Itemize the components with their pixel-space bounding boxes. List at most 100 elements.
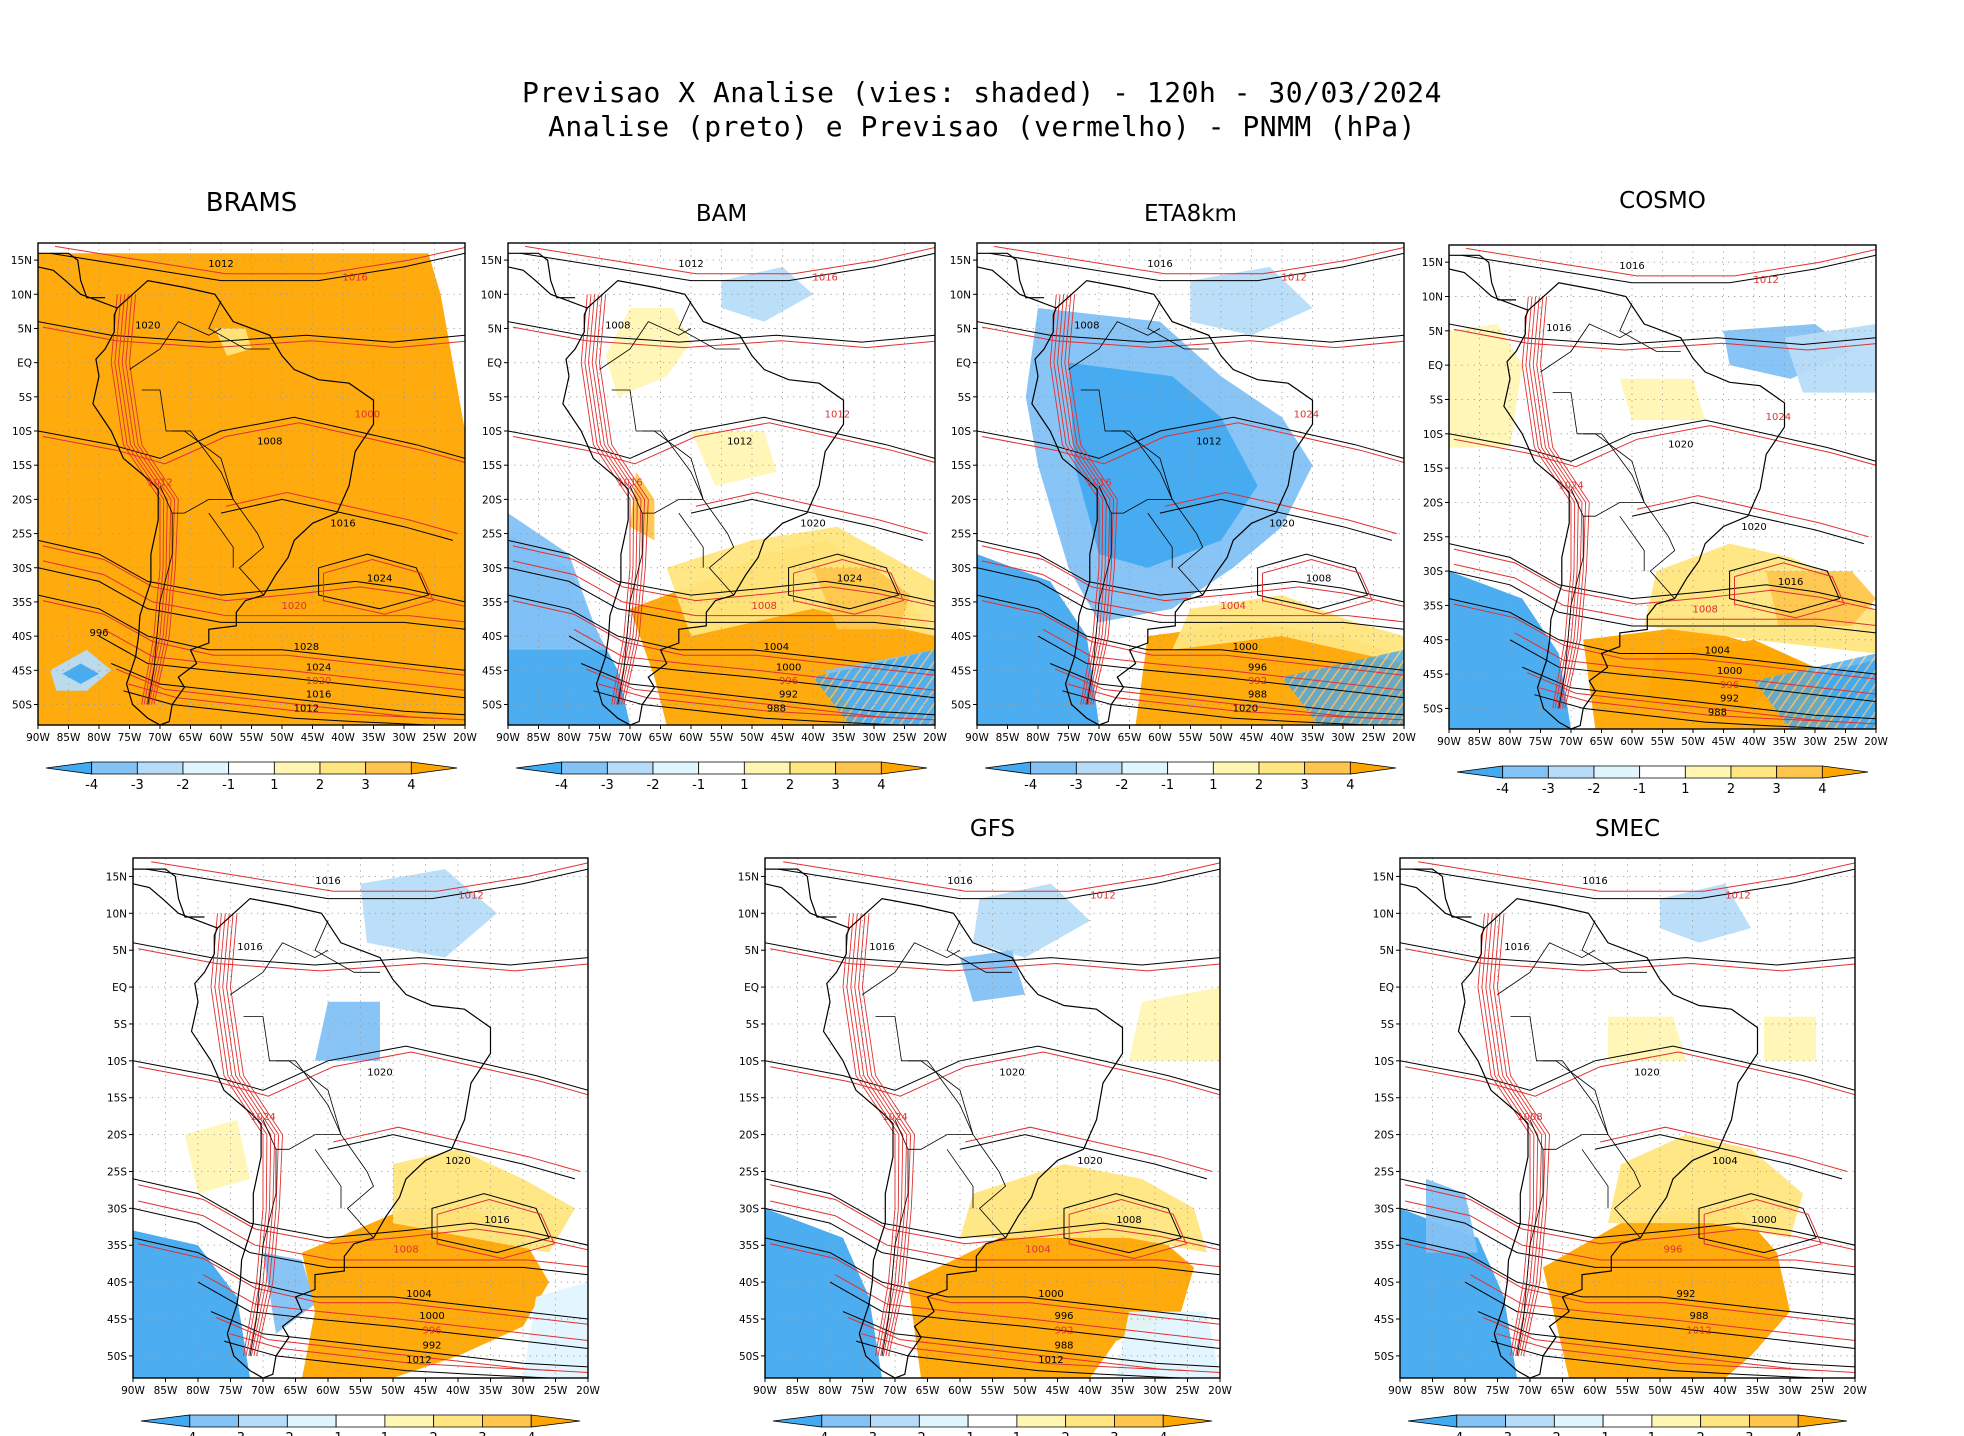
country-border bbox=[314, 1149, 342, 1209]
bias-area-eta8km-5 bbox=[1172, 595, 1404, 664]
bias-area-bam-hatched bbox=[813, 649, 935, 725]
lon-tick-label: 20W bbox=[1208, 1385, 1232, 1397]
country-border bbox=[611, 389, 735, 596]
lat-tick-label: 15S bbox=[482, 460, 502, 472]
isobar-label: 1016 bbox=[869, 942, 894, 953]
lat-tick-label: 10N bbox=[106, 908, 127, 920]
colorbar-swatch bbox=[91, 761, 138, 775]
forecast-isobar bbox=[1405, 948, 1855, 972]
isobar-label: 1004 bbox=[406, 1289, 431, 1300]
forecast-isobar-andes bbox=[1489, 913, 1543, 1356]
lon-tick-label: 85W bbox=[1468, 736, 1492, 748]
lon-tick-label: 70W bbox=[1087, 732, 1111, 744]
lat-tick-label: 45S bbox=[107, 1314, 127, 1326]
country-border bbox=[1581, 1149, 1609, 1209]
colorbar-swatch bbox=[1639, 765, 1686, 779]
analysis-isobar bbox=[38, 567, 465, 630]
colorbar-label: -4 bbox=[815, 1431, 828, 1436]
lon-tick-label: 80W bbox=[1453, 1385, 1477, 1397]
colorbar-label: -1 bbox=[1161, 778, 1174, 793]
colorbar-swatch bbox=[1349, 761, 1397, 775]
lon-tick-label: 85W bbox=[527, 732, 551, 744]
analysis-isobar bbox=[133, 1237, 588, 1320]
lon-tick-label: 65W bbox=[284, 1385, 308, 1397]
lon-tick-label: 75W bbox=[588, 732, 612, 744]
forecast-isobar-andes bbox=[218, 913, 272, 1356]
analysis-isobar bbox=[1490, 1340, 1817, 1378]
analysis-isobar bbox=[1159, 498, 1392, 541]
lat-tick-label: 10N bbox=[738, 908, 759, 920]
colorbar-swatch bbox=[365, 761, 412, 775]
lat-tick-label: 10S bbox=[739, 1056, 759, 1068]
country-border bbox=[314, 920, 380, 973]
lon-tick-label: 70W bbox=[148, 732, 172, 744]
colorbar-label: -3 bbox=[601, 778, 614, 793]
lat-tick-label: 25S bbox=[12, 529, 32, 541]
country-border bbox=[129, 321, 222, 370]
country-border bbox=[276, 1060, 342, 1135]
forecast-isobar bbox=[1405, 1243, 1855, 1325]
isobar-label: 1024 bbox=[1766, 412, 1791, 423]
isobar-label: 988 bbox=[1248, 690, 1267, 701]
figure-title-line1: Previsao X Analise (vies: shaded) - 120h… bbox=[522, 76, 1442, 109]
forecast-isobar bbox=[512, 545, 935, 607]
analysis-isobar bbox=[1412, 868, 1855, 900]
lat-tick-label: 25S bbox=[107, 1166, 127, 1178]
country-border bbox=[1543, 1060, 1609, 1135]
grid-lines bbox=[1449, 245, 1876, 729]
lon-tick-label: 45W bbox=[1681, 1385, 1705, 1397]
lat-tick-label: 10N bbox=[481, 289, 502, 301]
lon-tick-label: 25W bbox=[1811, 1385, 1835, 1397]
analysis-isobar bbox=[508, 594, 935, 671]
country-border bbox=[208, 300, 270, 350]
forecast-isobar bbox=[695, 491, 928, 535]
country-border bbox=[1086, 513, 1112, 705]
analysis-isobar bbox=[50, 252, 465, 282]
colorbar-label: -2 bbox=[913, 1431, 926, 1436]
lon-tick-label: 50W bbox=[1648, 1385, 1672, 1397]
bias-area-unnamed-7 bbox=[185, 1119, 250, 1194]
lat-tick-label: 5S bbox=[746, 1019, 760, 1031]
analysis-isobar bbox=[1461, 254, 1876, 284]
lat-tick-label: 15S bbox=[1423, 463, 1443, 475]
forecast-isobar bbox=[42, 600, 465, 676]
isobar-label: 1020 bbox=[135, 320, 160, 331]
colorbar-swatch bbox=[1075, 761, 1123, 775]
colorbar-swatch bbox=[1821, 765, 1869, 779]
lon-tick-label: 20W bbox=[1864, 736, 1888, 748]
analysis-isobar bbox=[568, 635, 935, 699]
colorbar-gfs: -4 -3 -2 -1 1 2 3 4 bbox=[772, 1414, 1213, 1436]
colorbar-label: -3 bbox=[864, 1431, 877, 1436]
isobar-label: 1012 bbox=[727, 437, 752, 448]
lon-tick-label: 55W bbox=[240, 732, 264, 744]
lat-tick-label: 35S bbox=[12, 597, 32, 609]
lon-tick-label: 40W bbox=[1270, 732, 1294, 744]
colorbar-swatch bbox=[1602, 1414, 1653, 1428]
analysis-isobar bbox=[1257, 553, 1369, 610]
isobar-label: 1016 bbox=[306, 690, 331, 701]
lon-tick-label: 30W bbox=[1803, 736, 1827, 748]
country-border bbox=[147, 513, 173, 705]
forecast-isobar-andes bbox=[842, 913, 896, 1356]
lat-tick-label: 5N bbox=[1428, 326, 1443, 338]
forecast-isobar-andes bbox=[854, 913, 908, 1356]
lon-tick-label: 40W bbox=[801, 732, 825, 744]
country-border bbox=[617, 513, 643, 705]
lat-tick-label: 45S bbox=[951, 665, 971, 677]
lon-tick-label: 60W bbox=[948, 1385, 972, 1397]
isobar-label: 1016 bbox=[1778, 577, 1803, 588]
lat-tick-label: 15N bbox=[481, 255, 502, 267]
lon-tick-label: 55W bbox=[349, 1385, 373, 1397]
coastline-central-america bbox=[508, 252, 588, 309]
isobar-label: 1008 bbox=[751, 601, 776, 612]
isobar-label: 1024 bbox=[1294, 409, 1319, 420]
forecast-isobar bbox=[436, 1198, 555, 1260]
isobar-label: 1012 bbox=[208, 259, 233, 270]
forecast-isobar bbox=[994, 245, 1404, 275]
analysis-isobar bbox=[197, 1281, 588, 1349]
colorbar-label: -2 bbox=[1588, 782, 1601, 797]
isobar-label: 988 bbox=[1708, 707, 1727, 718]
forecast-isobar bbox=[138, 948, 588, 972]
analysis-isobar bbox=[1400, 1237, 1855, 1320]
lon-tick-label: 90W bbox=[965, 732, 989, 744]
